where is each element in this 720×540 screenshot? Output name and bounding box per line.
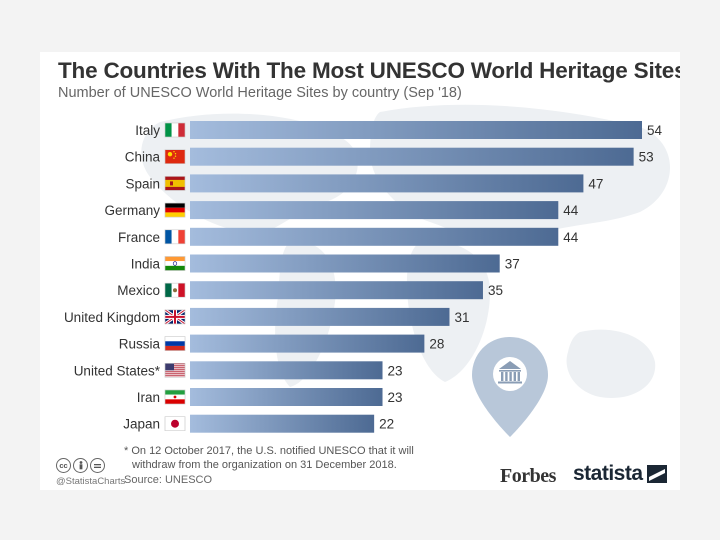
india-flag-icon	[164, 256, 186, 271]
bar-italy	[190, 121, 642, 139]
forbes-logo: Forbes	[500, 465, 556, 487]
bar-germany	[190, 201, 559, 220]
data-label: 28	[429, 337, 444, 352]
unesco-temple-icon	[498, 361, 522, 384]
statista-logo-icon	[646, 465, 667, 483]
statista-handle: @StatistaCharts	[56, 476, 126, 487]
category-label: Germany	[104, 203, 160, 218]
data-label: 53	[639, 150, 654, 165]
cc-icon: cc	[56, 458, 71, 473]
category-label: Iran	[137, 390, 160, 405]
category-label: Russia	[119, 337, 161, 352]
footnote-line-2: withdraw from the organization on 31 Dec…	[132, 459, 397, 471]
category-label: Mexico	[117, 283, 160, 298]
data-label: 31	[454, 310, 469, 325]
france-flag-icon	[164, 229, 186, 245]
footnote: * On 12 October 2017, the U.S. notified …	[124, 444, 454, 472]
chart-card: The Countries With The Most UNESCO World…	[40, 52, 680, 490]
data-label: 44	[563, 203, 579, 218]
nd-icon	[90, 458, 105, 473]
data-label: 54	[647, 123, 663, 138]
chart-subtitle: Number of UNESCO World Heritage Sites by…	[58, 85, 462, 101]
data-label: 47	[588, 176, 603, 191]
data-label: 22	[379, 417, 394, 432]
germany-flag-icon	[164, 202, 186, 218]
category-label: India	[131, 257, 161, 272]
bar-iran	[190, 388, 383, 406]
usa-flag-icon	[164, 362, 186, 378]
spain-flag-icon	[164, 176, 186, 191]
bar-india	[190, 254, 500, 273]
russia-flag-icon	[164, 336, 186, 351]
category-label: France	[118, 230, 160, 245]
chart-title: The Countries With The Most UNESCO World…	[58, 58, 680, 83]
category-label: United States*	[74, 363, 161, 378]
statista-logo-text: statista	[573, 462, 643, 485]
category-label: Spain	[125, 176, 160, 191]
bar-russia	[190, 334, 425, 353]
license-icons: cc	[56, 458, 105, 473]
bar-chart: Italy 54 China 53 Spain 47 Germany 44 France 44 In…	[64, 121, 663, 433]
data-label: 23	[388, 363, 403, 378]
category-label: Italy	[135, 123, 160, 138]
bar-china	[190, 147, 634, 166]
category-label: Japan	[123, 417, 160, 432]
bar-france	[190, 227, 559, 246]
statista-logo: statista	[573, 462, 667, 486]
japan-flag-icon	[164, 416, 186, 432]
category-label: United Kingdom	[64, 310, 160, 325]
data-label: 23	[388, 390, 403, 405]
bar-united-states	[190, 361, 383, 380]
data-label: 35	[488, 283, 503, 298]
source-text: Source: UNESCO	[124, 474, 213, 486]
data-label: 44	[563, 230, 579, 245]
bar-spain	[190, 174, 584, 193]
mexico-flag-icon	[164, 282, 186, 298]
uk-flag-icon	[164, 308, 186, 326]
bar-mexico	[190, 281, 483, 300]
data-label: 37	[505, 257, 520, 272]
footnote-line-1: * On 12 October 2017, the U.S. notified …	[124, 445, 414, 457]
by-icon	[73, 458, 88, 473]
category-label: China	[125, 150, 161, 165]
italy-flag-icon	[164, 122, 186, 138]
china-flag-icon	[164, 149, 186, 164]
bar-japan	[190, 414, 375, 433]
location-pin-icon	[472, 337, 548, 437]
bar-united-kingdom	[190, 307, 450, 326]
iran-flag-icon	[164, 389, 186, 405]
